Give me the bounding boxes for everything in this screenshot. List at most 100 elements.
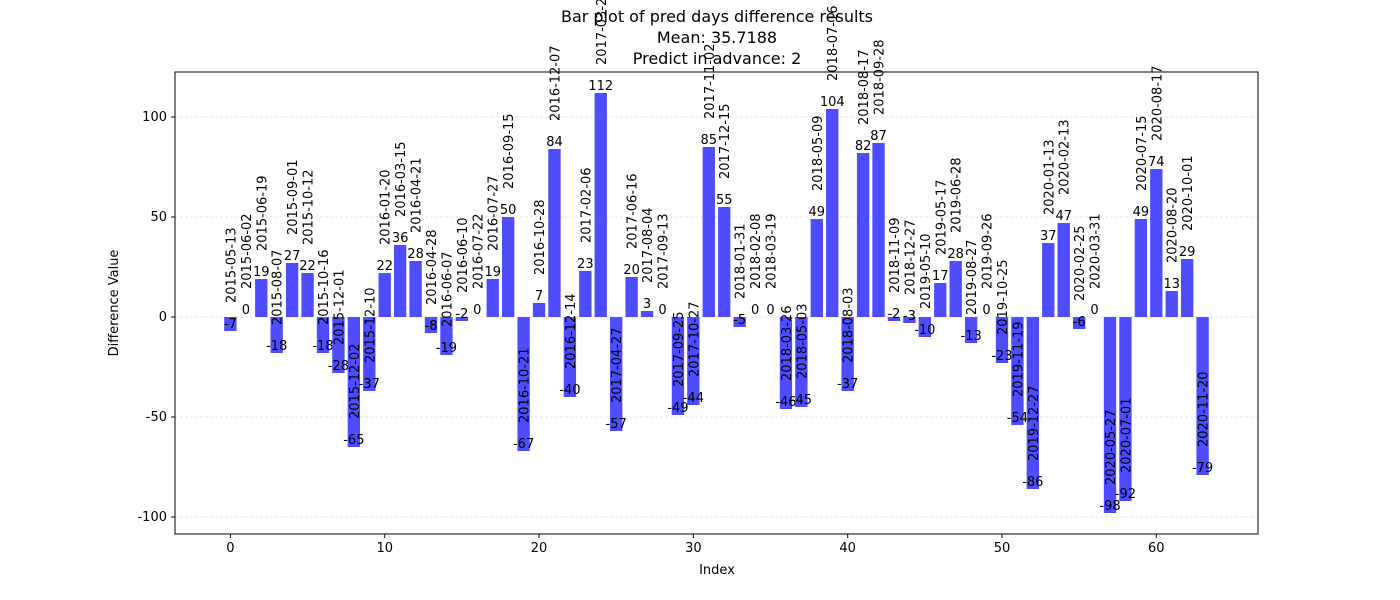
value-label: -3 xyxy=(903,309,916,324)
date-label: 2015-09-01 xyxy=(286,159,301,235)
bar xyxy=(440,317,453,355)
date-label: 2017-04-27 xyxy=(610,327,625,403)
date-label: 2020-02-25 xyxy=(1073,225,1088,301)
date-label: 2018-11-09 xyxy=(888,217,903,293)
date-label: 2015-06-02 xyxy=(240,213,255,289)
bar xyxy=(1057,223,1070,317)
date-label: 2018-07-16 xyxy=(826,5,841,81)
date-label: 2015-06-19 xyxy=(255,175,270,251)
date-label: 2018-08-17 xyxy=(857,49,872,125)
value-label: 28 xyxy=(407,247,424,262)
x-axis-label: Index xyxy=(699,563,735,578)
value-label: -46 xyxy=(775,395,796,410)
value-label: 0 xyxy=(242,303,250,318)
bar xyxy=(779,317,793,409)
date-label: 2015-10-16 xyxy=(317,249,332,325)
date-label: 2016-12-07 xyxy=(548,45,563,121)
bar xyxy=(872,143,885,317)
bar xyxy=(332,317,345,373)
date-label: 2016-04-28 xyxy=(425,229,440,305)
value-label: 49 xyxy=(809,205,826,220)
bar xyxy=(1180,259,1194,317)
bar xyxy=(563,317,577,397)
date-label: 2020-07-01 xyxy=(1119,397,1134,473)
value-label: 28 xyxy=(947,247,964,262)
y-tick-label: 100 xyxy=(142,110,167,125)
value-label: -13 xyxy=(961,329,982,344)
date-label: 2016-10-28 xyxy=(533,199,548,275)
date-label: 2018-09-28 xyxy=(873,39,888,115)
value-label: -19 xyxy=(436,341,457,356)
bar xyxy=(378,273,391,317)
chart-subtitle: Predict in advance: 2 xyxy=(633,49,802,68)
x-tick-label: 20 xyxy=(531,541,548,556)
date-label: 2018-08-03 xyxy=(842,287,857,363)
date-label: 2020-11-20 xyxy=(1197,371,1212,447)
bar xyxy=(270,317,283,353)
value-label: 50 xyxy=(500,203,517,218)
value-label: -23 xyxy=(991,349,1012,364)
date-label: 2018-03-19 xyxy=(765,213,780,289)
date-label: 2017-09-25 xyxy=(672,311,687,387)
bar xyxy=(826,109,839,317)
date-label: 2018-02-08 xyxy=(749,213,764,289)
value-label: 47 xyxy=(1055,209,1072,224)
bar xyxy=(1072,317,1086,329)
date-label: 2017-11-02 xyxy=(703,43,718,119)
value-label: 27 xyxy=(284,249,301,264)
date-label: 2018-05-09 xyxy=(811,115,826,191)
value-label: -86 xyxy=(1022,475,1043,490)
value-label: 7 xyxy=(535,289,543,304)
value-label: 55 xyxy=(716,193,733,208)
chart-title: Bar plot of pred days difference results xyxy=(561,7,873,26)
value-label: -54 xyxy=(1007,411,1028,426)
date-label: 2019-05-10 xyxy=(919,233,934,309)
value-label: -92 xyxy=(1115,487,1136,502)
bar xyxy=(285,263,299,317)
date-label: 2019-06-28 xyxy=(950,157,965,233)
date-label: 2020-05-27 xyxy=(1104,409,1119,485)
date-label: 2016-03-15 xyxy=(394,141,409,217)
bar xyxy=(841,317,854,391)
value-label: -49 xyxy=(667,401,688,416)
value-label: 22 xyxy=(376,259,393,274)
bar xyxy=(887,317,901,321)
date-label: 2016-01-20 xyxy=(379,169,394,245)
date-label: 2020-10-01 xyxy=(1181,155,1196,231)
date-label: 2016-04-21 xyxy=(410,157,425,233)
chart-subtitle: Mean: 35.7188 xyxy=(657,28,777,47)
date-label: 2020-07-15 xyxy=(1135,115,1150,191)
date-label: 2016-10-21 xyxy=(518,347,533,423)
date-label: 2015-12-01 xyxy=(332,269,347,345)
bar xyxy=(1119,317,1132,501)
bar xyxy=(1134,219,1148,317)
value-label: 13 xyxy=(1163,277,1180,292)
bar xyxy=(548,149,561,317)
value-label: 84 xyxy=(546,135,563,150)
value-label: -37 xyxy=(837,377,858,392)
value-label: -7 xyxy=(224,317,237,332)
value-label: 0 xyxy=(766,303,774,318)
value-label: -45 xyxy=(791,393,812,408)
bar xyxy=(640,311,654,317)
value-label: -2 xyxy=(455,307,468,322)
bar xyxy=(1103,317,1117,513)
bar xyxy=(424,317,438,333)
value-label: 0 xyxy=(982,303,990,318)
bar xyxy=(1011,317,1024,425)
x-tick-label: 40 xyxy=(839,541,856,556)
bar xyxy=(486,279,499,317)
value-label: 112 xyxy=(588,79,613,94)
bar xyxy=(1150,169,1163,317)
value-label: 87 xyxy=(870,129,887,144)
plot-frame xyxy=(174,71,1259,535)
bar xyxy=(363,317,376,391)
bar xyxy=(1196,317,1209,475)
bar xyxy=(455,317,469,321)
bar xyxy=(795,317,808,407)
bar xyxy=(579,271,592,317)
date-label: 2018-01-31 xyxy=(734,223,749,299)
x-tick-label: 10 xyxy=(376,541,393,556)
value-label: 36 xyxy=(392,231,409,246)
